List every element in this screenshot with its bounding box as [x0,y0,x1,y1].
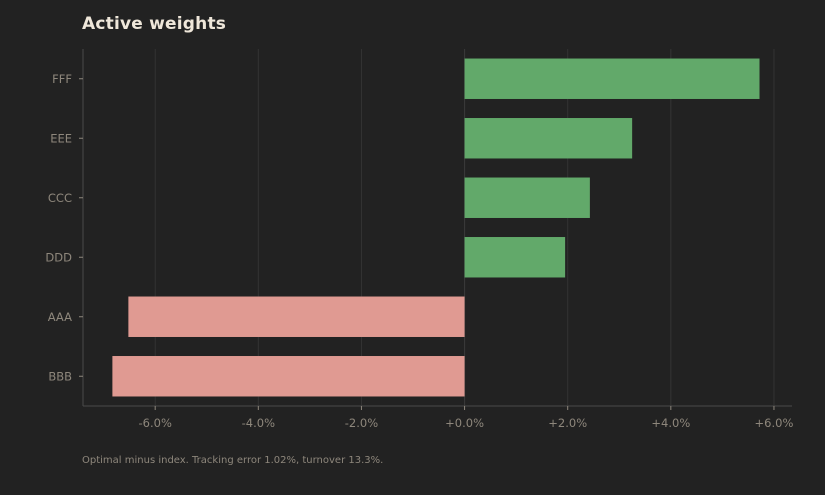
y-tick-label: AAA [48,310,72,324]
x-tick-label: -2.0% [345,416,378,430]
y-tick-label: EEE [50,131,72,145]
bar-fff [464,58,760,99]
x-tick-label: -4.0% [242,416,275,430]
x-tick-label: +2.0% [548,416,587,430]
x-tick-label: -6.0% [139,416,172,430]
y-tick-label: BBB [48,369,72,383]
bar-ddd [464,237,566,278]
y-tick-label: FFF [52,72,72,86]
tick-labels: FFF EEE CCC DDD AAA BBB -6.0% -4.0% -2.0% +0.0% +2… [45,72,793,430]
bar-aaa [128,296,465,337]
x-tick-label: +4.0% [651,416,690,430]
chart-caption: Optimal minus index. Tracking error 1.02… [82,455,384,466]
bar-bbb [112,356,465,397]
bar-ccc [464,177,590,218]
chart-title: Active weights [82,14,227,34]
grid-lines [154,49,775,406]
axes [79,49,792,410]
bars [112,58,760,397]
y-tick-label: DDD [45,250,72,264]
x-tick-label: +6.0% [755,416,794,430]
y-tick-label: CCC [48,191,72,205]
bar-eee [464,118,633,159]
x-tick-label: +0.0% [445,416,484,430]
